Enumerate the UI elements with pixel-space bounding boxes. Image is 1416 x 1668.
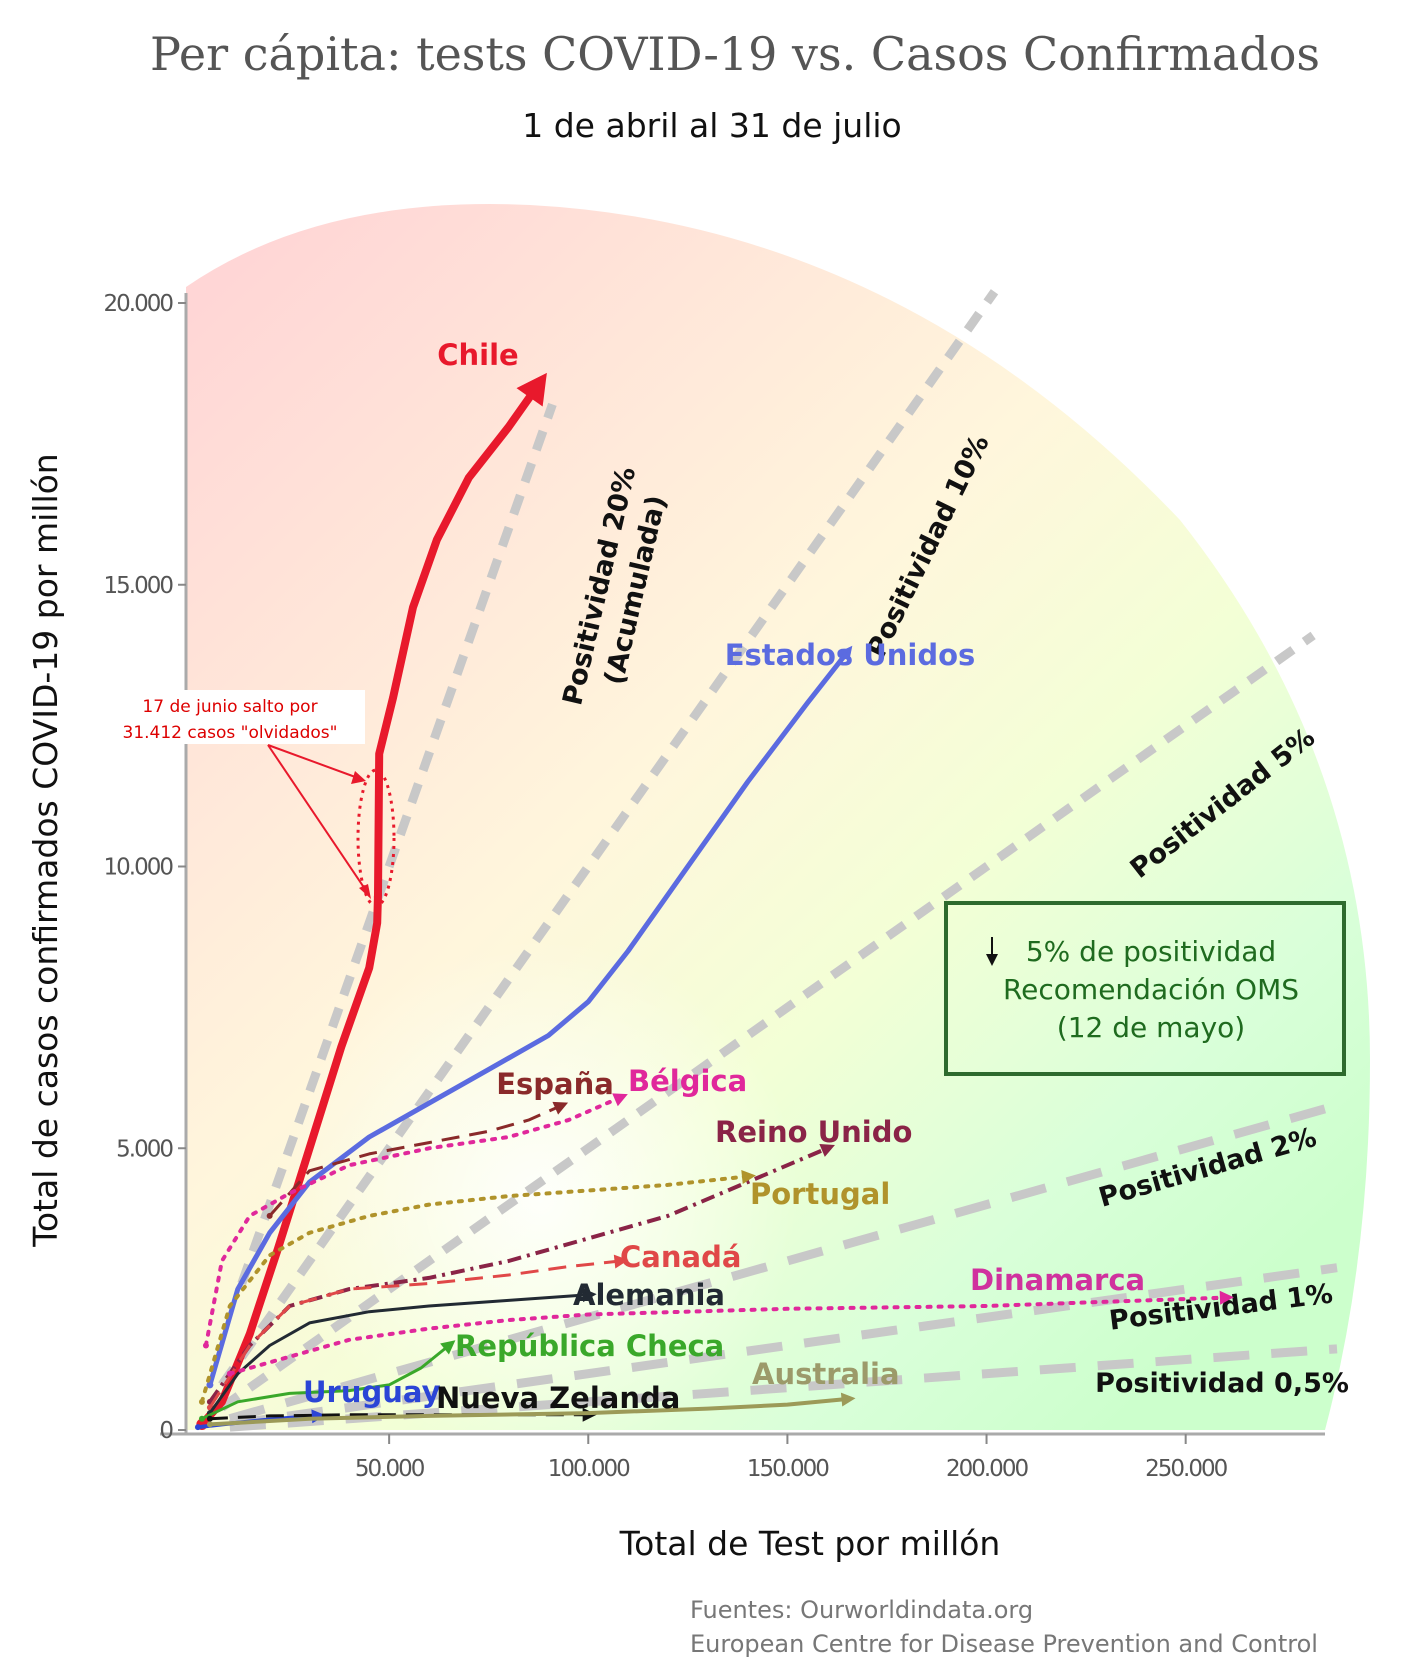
x-tick-label: 250.000 (1145, 1456, 1227, 1482)
series-arrowhead-3 (612, 1093, 628, 1107)
country-label-3: Bélgica (628, 1064, 747, 1098)
series-start-point-1 (206, 1381, 214, 1389)
annotation-box (103, 690, 365, 744)
series-arrowhead-7 (582, 1288, 597, 1303)
who-line-3: (12 de mayo) (1057, 1011, 1245, 1044)
y-tick-label: 15.000 (104, 573, 174, 599)
series-start-point-5 (198, 1398, 205, 1405)
annotation-line-2: 31.412 casos "olvidados" (123, 723, 338, 743)
series-line-5 (199, 1174, 750, 1404)
series-line-8 (227, 1295, 1228, 1376)
series-start-point-12 (206, 1421, 213, 1428)
series-start-point-3 (202, 1342, 209, 1349)
who-recommendation-box: 5% de positividad Recomendación OMS (12 … (944, 901, 1346, 1076)
annotation-arrow-2 (267, 744, 368, 893)
country-label-8: Dinamarca (970, 1263, 1145, 1297)
y-tick-label: 0 (159, 1418, 173, 1444)
series-start-point-8 (226, 1370, 233, 1377)
down-arrow-head (986, 954, 998, 966)
series-layer (194, 372, 1234, 1431)
annotation-arrowhead-2 (359, 884, 371, 899)
who-line-2: Recomendación OMS (1003, 973, 1299, 1006)
y-axis-title: Total de casos confirmados COVID-19 por … (26, 453, 65, 1247)
series-arrowhead-5 (741, 1170, 756, 1184)
series-arrowhead-2 (552, 1101, 569, 1115)
x-tick-label: 200.000 (946, 1456, 1028, 1482)
y-tick-label: 20.000 (104, 291, 174, 317)
series-line-1 (207, 650, 850, 1386)
annotation-arrowhead-1 (351, 771, 366, 784)
country-label-5: Portugal (750, 1177, 890, 1211)
positivity-label: Positividad 0,5% (1095, 1368, 1349, 1399)
positivity-line-0-05 (219, 631, 1316, 1412)
series-arrowhead-4 (819, 1143, 835, 1157)
x-axis-title: Total de Test por millón (619, 1524, 1001, 1563)
series-arrowhead-8 (1219, 1290, 1234, 1305)
source-line-2: European Centre for Disease Prevention a… (690, 1630, 1318, 1658)
country-label-6: Canadá (620, 1240, 741, 1274)
series-line-9 (201, 1344, 450, 1421)
series-arrowhead-0 (516, 372, 547, 407)
series-start-point-11 (206, 1415, 213, 1422)
series-line-6 (208, 1259, 621, 1409)
y-tick-label: 10.000 (104, 855, 174, 881)
country-label-2: España (496, 1067, 614, 1101)
chart-title: Per cápita: tests COVID-19 vs. Casos Con… (150, 27, 1320, 81)
y-tick-label: 5.000 (116, 1136, 173, 1162)
series-arrowhead-9 (440, 1340, 456, 1355)
series-arrowhead-6 (613, 1254, 629, 1269)
positivity-line-0-1 (218, 289, 999, 1388)
series-line-3 (203, 1095, 623, 1348)
chart-subtitle: 1 de abril al 31 de julio (522, 106, 902, 145)
country-label-0: Chile (437, 338, 518, 372)
x-tick-label: 50.000 (355, 1456, 425, 1482)
country-labels: Chile Estados Unidos España Bélgica Reino Un… (303, 338, 1145, 1415)
country-label-11: Nueva Zelanda (436, 1381, 680, 1415)
country-label-7: Alemania (573, 1278, 725, 1312)
country-label-10: Uruguay (303, 1375, 441, 1409)
positivity-line-0-2 (237, 402, 557, 1285)
country-label-12: Australia (752, 1357, 900, 1391)
jump-ellipse (356, 768, 396, 908)
series-start-point-9 (198, 1415, 205, 1422)
series-line-0 (198, 385, 540, 1428)
series-start-point-2 (266, 1212, 273, 1219)
chile-jump-annotation: 17 de junio salto por 31.412 casos "olvi… (103, 690, 396, 908)
series-line-2 (268, 1104, 562, 1217)
positivity-line-0-01 (229, 1263, 1338, 1429)
who-box-frame (944, 901, 1346, 1076)
series-arrowhead-12 (840, 1392, 856, 1407)
series-arrowhead-1 (838, 645, 853, 662)
country-label-4: Reino Unido (715, 1115, 912, 1149)
who-line-1: 5% de positividad (1026, 935, 1276, 968)
country-label-9: República Checa (455, 1329, 724, 1363)
annotation-arrow-1 (267, 744, 359, 779)
source-line-1: Fuentes: Ourworldindata.org (690, 1596, 1033, 1624)
x-tick-label: 100.000 (548, 1456, 630, 1482)
country-label-1: Estados Unidos (725, 638, 976, 672)
annotation-line-1: 17 de junio salto por (142, 697, 317, 717)
positivity-line-0-02 (228, 1101, 1339, 1424)
background-glow (186, 204, 1370, 1430)
x-tick-label: 150.000 (747, 1456, 829, 1482)
series-line-12 (209, 1397, 848, 1427)
series-start-point-10 (194, 1424, 201, 1431)
axes: 0 5.000 10.000 15.000 20.000 50.000 100.000 150… (104, 291, 1325, 1482)
background-fan (186, 204, 1370, 1430)
